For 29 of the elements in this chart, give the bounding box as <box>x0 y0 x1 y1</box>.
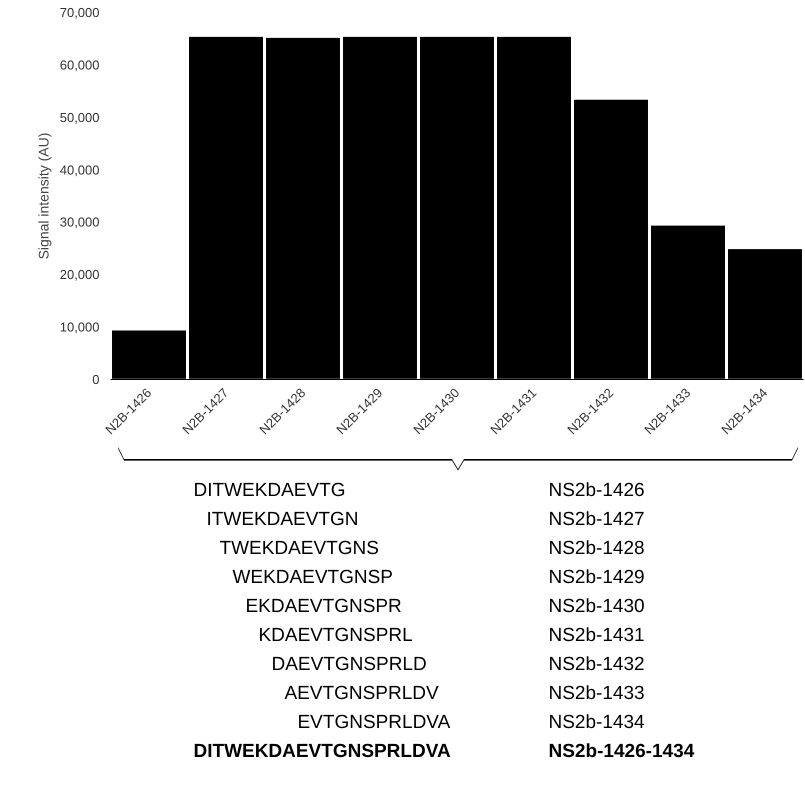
text: DAEVTGNSPRLD <box>272 654 427 675</box>
text: NS2b-1434 <box>548 712 646 733</box>
text: EKDAEVTGNSPR <box>246 596 402 617</box>
text: KDAEVTGNSPRL <box>258 625 413 646</box>
text: ITWEKDAEVTGN <box>206 509 359 530</box>
y-tick-label: 30,000 <box>60 214 100 230</box>
text: WEKDAEVTGNSP <box>232 567 393 588</box>
text: NS2b-1427 <box>548 509 645 530</box>
text: NS2b-1431 <box>548 625 645 646</box>
text: NS2b-1426-1434 <box>548 741 695 762</box>
y-axis-title: Signal intensity (AU) <box>36 132 52 260</box>
text: DITWEKDAEVTGNSPRLDVA <box>194 741 451 762</box>
y-tick-label: 0 <box>92 372 100 387</box>
text: NS2b-1429 <box>548 567 645 588</box>
y-tick-label: 40,000 <box>60 162 100 178</box>
y-tick-label: 70,000 <box>60 5 100 20</box>
text: EVTGNSPRLDVA <box>298 712 451 733</box>
text: NS2b-1433 <box>548 683 645 704</box>
text: DITWEKDAEVTG <box>194 480 346 501</box>
y-tick-label: 20,000 <box>60 267 100 282</box>
text: NS2b-1432 <box>548 654 645 675</box>
y-tick-label: 10,000 <box>60 320 100 335</box>
text: AEVTGNSPRLDV <box>284 683 439 704</box>
text: NS2b-1430 <box>548 596 645 617</box>
text: TWEKDAEVTGNS <box>220 538 379 559</box>
y-tick-label: 50,000 <box>60 110 100 125</box>
text: NS2b-1426 <box>548 480 645 501</box>
y-tick-label: 60,000 <box>60 57 100 72</box>
text: NS2b-1428 <box>548 538 645 559</box>
